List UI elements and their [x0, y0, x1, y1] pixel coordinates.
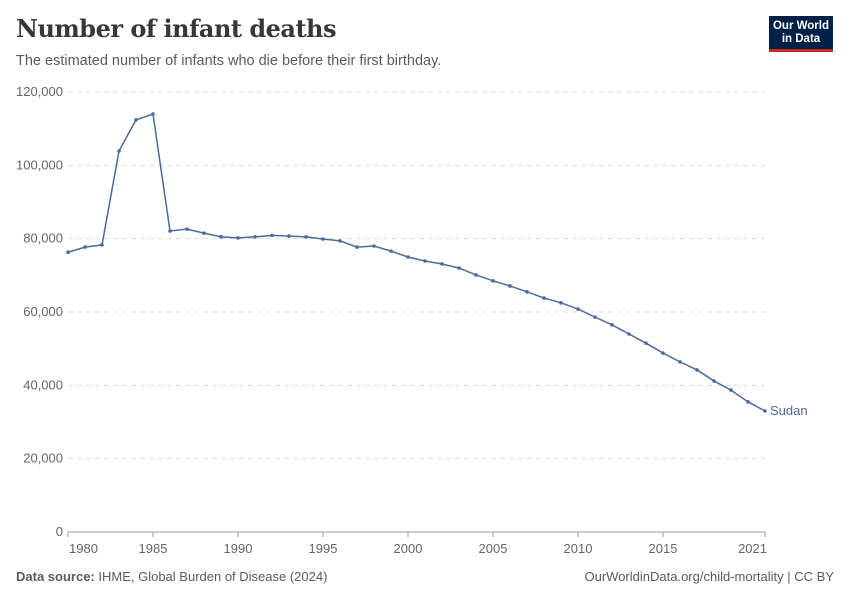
data-point	[83, 245, 87, 249]
x-tick-label: 2021	[738, 541, 767, 556]
data-point	[406, 255, 410, 259]
x-tick-label: 1990	[224, 541, 253, 556]
data-point	[576, 307, 580, 311]
x-tick-label: 1985	[139, 541, 168, 556]
data-point	[457, 266, 461, 270]
x-tick-label: 1995	[309, 541, 338, 556]
y-tick-label: 0	[56, 524, 63, 539]
data-point	[372, 244, 376, 248]
y-tick-label: 40,000	[23, 377, 63, 392]
data-point	[627, 332, 631, 336]
series-line	[67, 112, 766, 412]
data-point	[168, 229, 172, 233]
data-point	[134, 118, 138, 122]
data-point	[695, 368, 699, 372]
y-tick-label: 60,000	[23, 304, 63, 319]
data-point	[117, 149, 121, 153]
x-tick-label: 2005	[479, 541, 508, 556]
data-point	[474, 273, 478, 277]
data-source: Data source: IHME, Global Burden of Dise…	[16, 569, 327, 584]
data-point	[151, 112, 155, 116]
data-point	[219, 235, 223, 239]
data-point	[338, 239, 342, 243]
x-tick-label: 1980	[69, 541, 98, 556]
data-point	[423, 259, 427, 263]
data-point	[304, 235, 308, 239]
x-tick-label: 2000	[394, 541, 423, 556]
y-tick-label: 20,000	[23, 451, 63, 466]
y-tick-label: 120,000	[16, 84, 63, 99]
series-label: Sudan	[770, 403, 808, 418]
data-point	[610, 323, 614, 327]
footer-url[interactable]: OurWorldinData.org/child-mortality | CC …	[584, 569, 835, 584]
data-point	[542, 296, 546, 300]
data-point	[491, 279, 495, 283]
data-point	[678, 360, 682, 364]
y-tick-label: 100,000	[16, 157, 63, 172]
source-label: Data source:	[16, 569, 95, 584]
x-tick-label: 2010	[564, 541, 593, 556]
data-point	[66, 250, 70, 255]
data-point	[236, 236, 240, 240]
data-point	[100, 243, 104, 247]
data-point	[763, 409, 767, 413]
data-point	[729, 388, 733, 392]
data-point	[508, 284, 512, 288]
y-tick-label: 80,000	[23, 231, 63, 246]
data-point	[202, 231, 206, 235]
chart-title: Number of infant deaths	[16, 14, 337, 43]
data-point	[525, 290, 529, 294]
source-text[interactable]: IHME, Global Burden of Disease (2024)	[98, 569, 328, 584]
data-point	[270, 233, 274, 238]
data-point	[593, 315, 597, 319]
data-point	[355, 245, 359, 249]
data-point	[712, 379, 716, 383]
x-tick-label: 2015	[649, 541, 678, 556]
chart-subtitle: The estimated number of infants who die …	[16, 53, 442, 69]
data-point	[185, 227, 189, 231]
data-point	[389, 249, 393, 253]
data-point	[321, 237, 325, 241]
data-point	[661, 351, 665, 355]
data-point	[287, 234, 291, 238]
data-point	[644, 341, 648, 345]
data-point	[440, 262, 444, 266]
owid-logo[interactable]: Our World in Data	[769, 16, 833, 52]
data-point	[559, 301, 563, 305]
data-point	[746, 400, 750, 404]
data-point	[253, 235, 257, 239]
